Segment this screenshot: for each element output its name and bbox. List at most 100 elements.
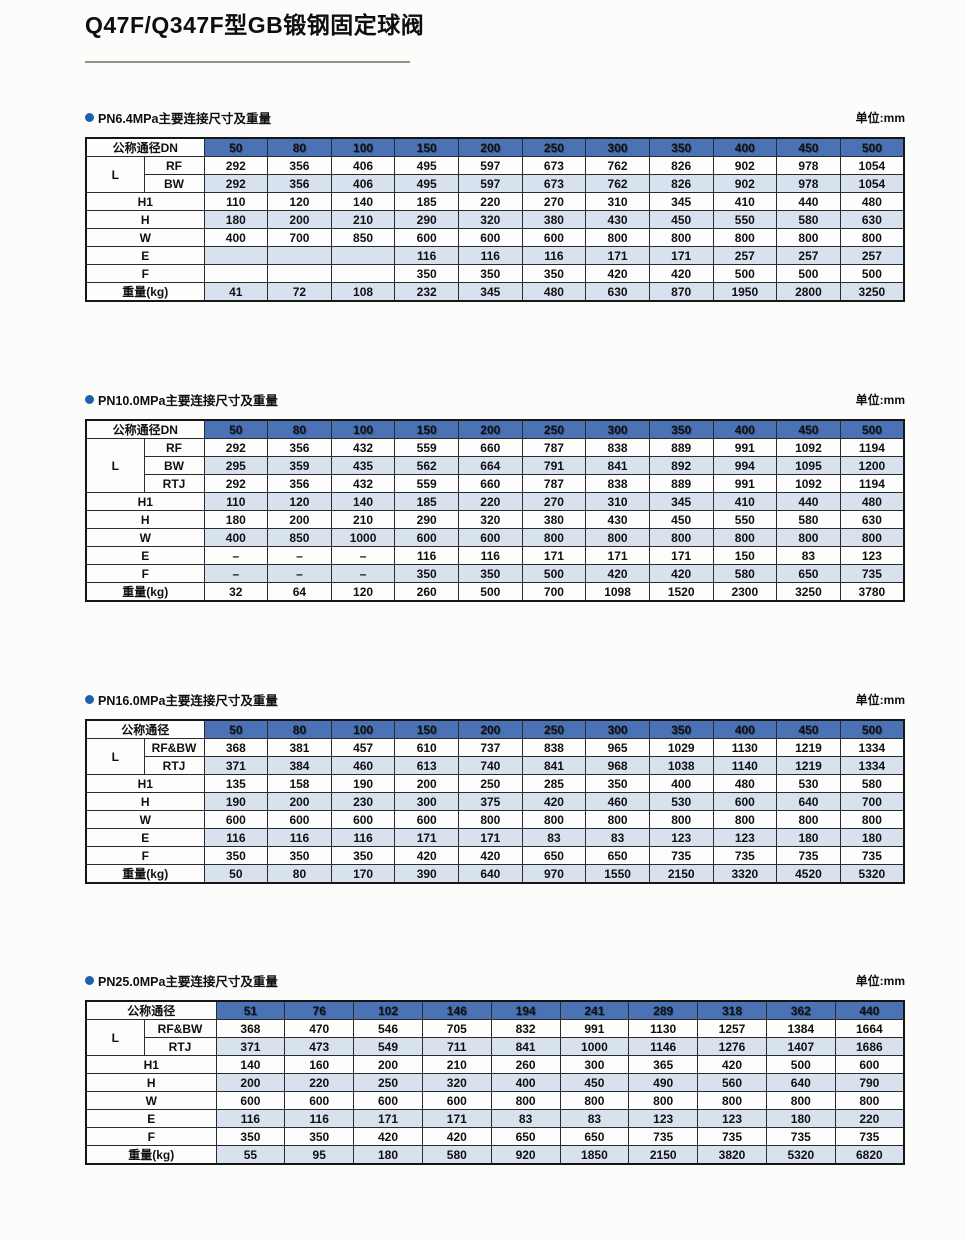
value-cell: 660 — [458, 438, 523, 457]
row-label: 重量(kg) — [85, 1145, 217, 1165]
value-cell: 292 — [203, 474, 269, 493]
value-cell: 430 — [585, 210, 650, 229]
value-cell: 826 — [648, 174, 714, 193]
table-row: H1 110 120 140 185 220 270 310 345 410 440 480 — [85, 492, 905, 511]
value-cell: 420 — [421, 1127, 492, 1146]
column-header: 50 — [203, 137, 269, 157]
value-cell: 406 — [330, 174, 396, 193]
column-header: 350 — [648, 719, 714, 739]
row-label: H1 — [85, 1055, 217, 1074]
value-cell: 832 — [490, 1019, 561, 1038]
value-cell: 210 — [330, 510, 396, 529]
value-cell: 495 — [394, 174, 459, 193]
value-cell: 250 — [458, 774, 523, 793]
value-cell: 158 — [267, 774, 332, 793]
value-cell: 285 — [521, 774, 587, 793]
column-header: 350 — [648, 137, 714, 157]
value-cell: 292 — [203, 174, 269, 193]
value-cell: 140 — [330, 192, 396, 211]
table-row: BW 292 356 406 495 597 673 762 826 902 978 1054 — [86, 174, 905, 193]
value-cell: 889 — [648, 438, 714, 457]
value-cell: 220 — [834, 1109, 905, 1128]
dimension-table-pn6-4: 公称通径DN 50 80 100 150 200 250 300 350 400 450 500 L RF… — [85, 137, 905, 302]
value-cell: 1334 — [839, 756, 905, 775]
value-cell: 365 — [628, 1055, 699, 1074]
value-cell: 630 — [585, 282, 650, 302]
value-cell: 400 — [203, 228, 269, 247]
value-cell: 110 — [203, 192, 269, 211]
value-cell: 600 — [394, 228, 459, 247]
value-cell: 902 — [712, 156, 778, 175]
value-cell: 5320 — [839, 864, 905, 884]
dimension-table-pn16-0: 公称通径 50 80 100 150 200 250 300 350 400 450 500 L RF&B… — [85, 719, 905, 884]
value-cell: 3320 — [712, 864, 778, 884]
value-cell: 965 — [585, 738, 650, 757]
value-cell: 562 — [394, 456, 459, 475]
value-cell: 420 — [353, 1127, 423, 1146]
value-cell: 170 — [330, 864, 396, 884]
value-cell: 116 — [215, 1109, 286, 1128]
value-cell: 257 — [839, 246, 905, 265]
value-cell: 180 — [353, 1145, 423, 1165]
value-cell: 480 — [839, 492, 905, 511]
value-cell: 1407 — [765, 1037, 836, 1056]
table-row: H1 140 160 200 210 260 300 365 420 500 600 — [85, 1055, 905, 1074]
value-cell: 430 — [585, 510, 650, 529]
value-cell: 83 — [490, 1109, 561, 1128]
value-cell: 735 — [697, 1127, 767, 1146]
row-sublabel: BW — [143, 174, 205, 193]
value-cell: 350 — [330, 846, 396, 865]
row-label: E — [85, 1109, 217, 1128]
value-cell: 640 — [776, 792, 841, 811]
section-heading: PN6.4MPa主要连接尺寸及重量 单位:mm — [85, 108, 905, 126]
value-cell: 345 — [648, 492, 714, 511]
value-cell: 200 — [394, 774, 460, 793]
value-cell: 610 — [394, 738, 460, 757]
column-header: 500 — [839, 719, 905, 739]
value-cell: 420 — [648, 264, 714, 283]
value-cell: – — [203, 564, 269, 583]
value-cell: 559 — [394, 474, 459, 493]
section-heading: PN25.0MPa主要连接尺寸及重量 单位:mm — [85, 971, 905, 989]
column-header: 150 — [394, 719, 460, 739]
value-cell: 116 — [394, 546, 459, 565]
value-cell: 1850 — [559, 1145, 630, 1165]
value-cell: 490 — [628, 1073, 699, 1092]
table-row: 重量(kg) 55 95 180 580 920 1850 2150 3820 5320 6820 — [85, 1145, 905, 1165]
value-cell: 600 — [458, 528, 523, 547]
row-sublabel: RTJ — [143, 1037, 217, 1056]
value-cell: 650 — [521, 846, 587, 865]
table-row: L RF&BW 368 381 457 610 737 838 965 1029 1130 1219 1… — [85, 738, 905, 775]
value-cell: 800 — [765, 1091, 836, 1110]
value-cell: 120 — [330, 582, 396, 602]
value-cell: 800 — [628, 1091, 699, 1110]
value-cell: 295 — [203, 456, 269, 475]
value-cell: 1029 — [648, 738, 714, 757]
value-cell: 500 — [712, 264, 778, 283]
value-cell: 232 — [394, 282, 459, 302]
value-cell: 310 — [585, 492, 650, 511]
column-header: 50 — [203, 419, 269, 439]
value-cell: 600 — [521, 228, 587, 247]
table-row: E 116 116 171 171 83 83 123 123 180 220 — [85, 1109, 905, 1128]
table-row: F 350 350 350 420 420 650 650 735 735 735 735 — [85, 846, 905, 865]
value-cell: 600 — [353, 1091, 423, 1110]
row-label: F — [85, 846, 205, 865]
column-header: 362 — [765, 1000, 836, 1020]
table-row: RTJ 371 473 549 711 841 1000 1146 1276 1407 1686 — [86, 1037, 905, 1056]
column-header: 300 — [585, 419, 650, 439]
value-cell: 123 — [697, 1109, 767, 1128]
table-row: W 600 600 600 600 800 800 800 800 800 800 — [85, 1091, 905, 1110]
value-cell: 826 — [648, 156, 714, 175]
row-label: E — [85, 828, 205, 847]
value-cell: 320 — [458, 510, 523, 529]
column-header: 150 — [394, 419, 459, 439]
value-cell: 310 — [585, 192, 650, 211]
value-cell: 1038 — [648, 756, 714, 775]
value-cell: 260 — [490, 1055, 561, 1074]
value-cell: 700 — [521, 582, 587, 602]
column-header: 400 — [712, 719, 778, 739]
value-cell: 1054 — [839, 156, 905, 175]
row-label: H — [85, 510, 205, 529]
column-header: 450 — [776, 719, 841, 739]
